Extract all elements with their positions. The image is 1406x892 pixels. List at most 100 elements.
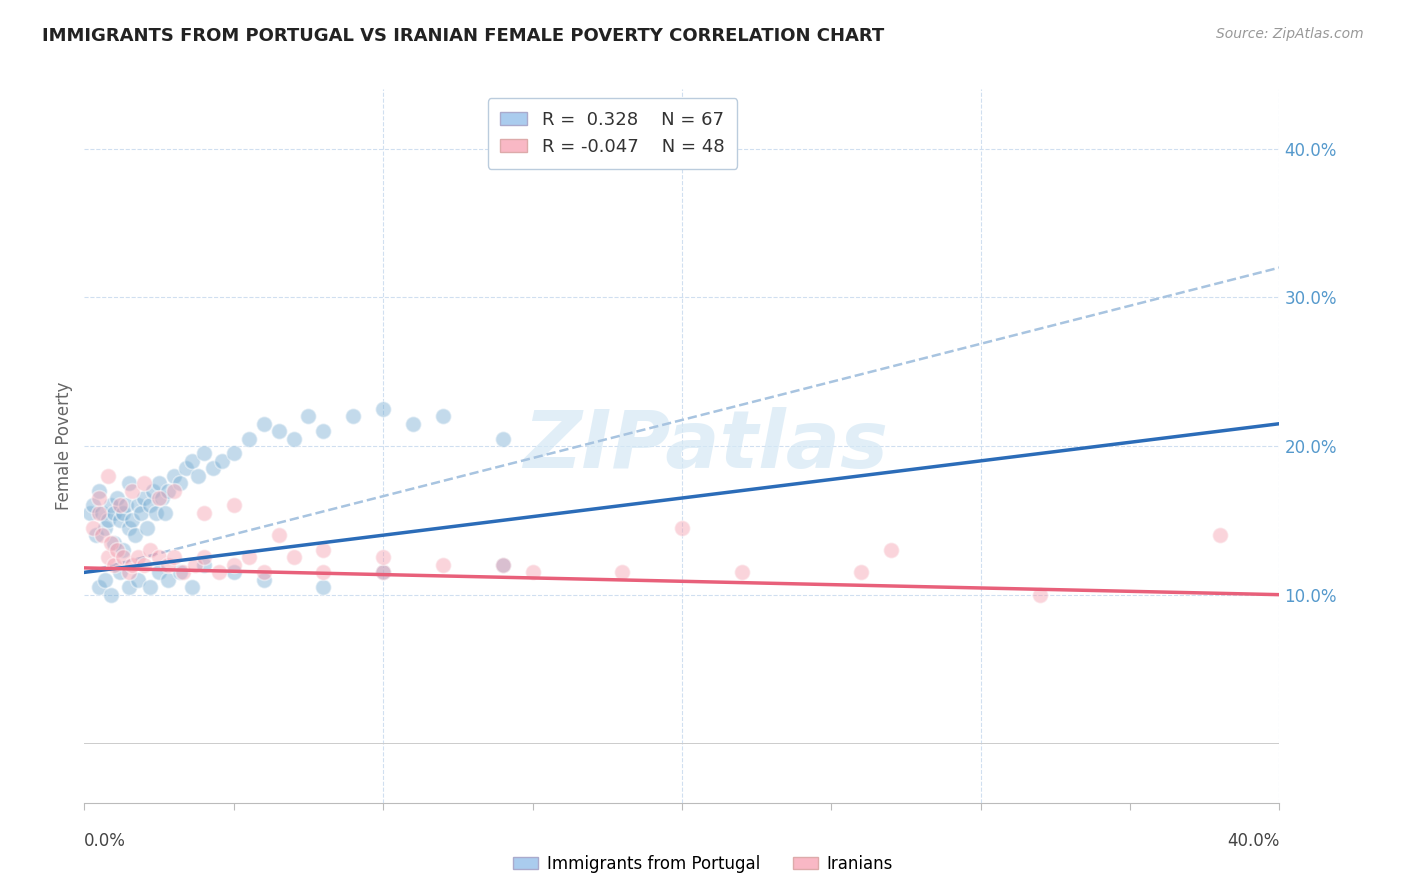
- Point: [91, 506, 114, 520]
- Point: [522, 566, 544, 580]
- Point: [97, 550, 120, 565]
- Point: [610, 566, 633, 580]
- Point: [127, 573, 149, 587]
- Point: [121, 513, 143, 527]
- Point: [110, 499, 132, 513]
- Point: [103, 506, 125, 520]
- Point: [118, 580, 141, 594]
- Legend: Immigrants from Portugal, Iranians: Immigrants from Portugal, Iranians: [506, 848, 900, 880]
- Point: [371, 566, 394, 580]
- Point: [169, 476, 191, 491]
- Point: [82, 499, 104, 513]
- Point: [253, 417, 276, 431]
- Point: [163, 550, 186, 565]
- Point: [129, 506, 152, 520]
- Point: [132, 476, 156, 491]
- Point: [371, 550, 394, 565]
- Point: [312, 580, 335, 594]
- Point: [110, 513, 132, 527]
- Point: [118, 521, 141, 535]
- Point: [193, 558, 215, 572]
- Point: [105, 491, 128, 505]
- Point: [163, 468, 186, 483]
- Point: [157, 483, 180, 498]
- Point: [432, 558, 454, 572]
- Point: [1208, 528, 1232, 542]
- Point: [297, 409, 319, 424]
- Point: [371, 401, 394, 416]
- Point: [157, 573, 180, 587]
- Point: [283, 432, 305, 446]
- Point: [82, 521, 104, 535]
- Point: [100, 535, 122, 549]
- Point: [208, 566, 231, 580]
- Point: [187, 468, 209, 483]
- Text: 0.0%: 0.0%: [84, 831, 127, 849]
- Point: [121, 558, 143, 572]
- Point: [139, 499, 162, 513]
- Point: [492, 432, 515, 446]
- Point: [238, 432, 260, 446]
- Point: [94, 573, 117, 587]
- Y-axis label: Female Poverty: Female Poverty: [55, 382, 73, 510]
- Point: [180, 580, 204, 594]
- Point: [112, 550, 135, 565]
- Point: [238, 550, 260, 565]
- Point: [89, 506, 111, 520]
- Point: [163, 483, 186, 498]
- Point: [148, 491, 170, 505]
- Point: [312, 543, 335, 558]
- Point: [148, 566, 170, 580]
- Point: [115, 499, 138, 513]
- Point: [169, 566, 191, 580]
- Text: IMMIGRANTS FROM PORTUGAL VS IRANIAN FEMALE POVERTY CORRELATION CHART: IMMIGRANTS FROM PORTUGAL VS IRANIAN FEMA…: [42, 27, 884, 45]
- Point: [150, 491, 173, 505]
- Point: [79, 506, 101, 520]
- Point: [100, 499, 122, 513]
- Point: [193, 446, 215, 460]
- Point: [110, 566, 132, 580]
- Point: [86, 528, 108, 542]
- Point: [253, 573, 276, 587]
- Point: [267, 528, 290, 542]
- Point: [89, 580, 111, 594]
- Point: [118, 566, 141, 580]
- Legend: R =  0.328    N = 67, R = -0.047    N = 48: R = 0.328 N = 67, R = -0.047 N = 48: [488, 98, 737, 169]
- Point: [121, 483, 143, 498]
- Point: [139, 543, 162, 558]
- Point: [132, 558, 156, 572]
- Point: [180, 454, 204, 468]
- Point: [100, 588, 122, 602]
- Point: [103, 558, 125, 572]
- Point: [371, 566, 394, 580]
- Point: [492, 558, 515, 572]
- Point: [112, 543, 135, 558]
- Point: [148, 550, 170, 565]
- Point: [142, 483, 165, 498]
- Point: [184, 558, 207, 572]
- Point: [89, 491, 111, 505]
- Point: [880, 543, 903, 558]
- Point: [94, 521, 117, 535]
- Point: [312, 424, 335, 438]
- Point: [136, 521, 159, 535]
- Point: [222, 558, 245, 572]
- Point: [139, 580, 162, 594]
- Point: [193, 506, 215, 520]
- Point: [172, 566, 194, 580]
- Point: [432, 409, 454, 424]
- Point: [312, 566, 335, 580]
- Text: ZIPatlas: ZIPatlas: [523, 407, 889, 485]
- Point: [849, 566, 872, 580]
- Point: [89, 483, 111, 498]
- Point: [145, 506, 167, 520]
- Point: [124, 528, 146, 542]
- Point: [127, 499, 149, 513]
- Point: [211, 454, 233, 468]
- Point: [267, 424, 290, 438]
- Point: [492, 558, 515, 572]
- Point: [112, 506, 135, 520]
- Point: [193, 550, 215, 565]
- Point: [91, 528, 114, 542]
- Point: [222, 499, 245, 513]
